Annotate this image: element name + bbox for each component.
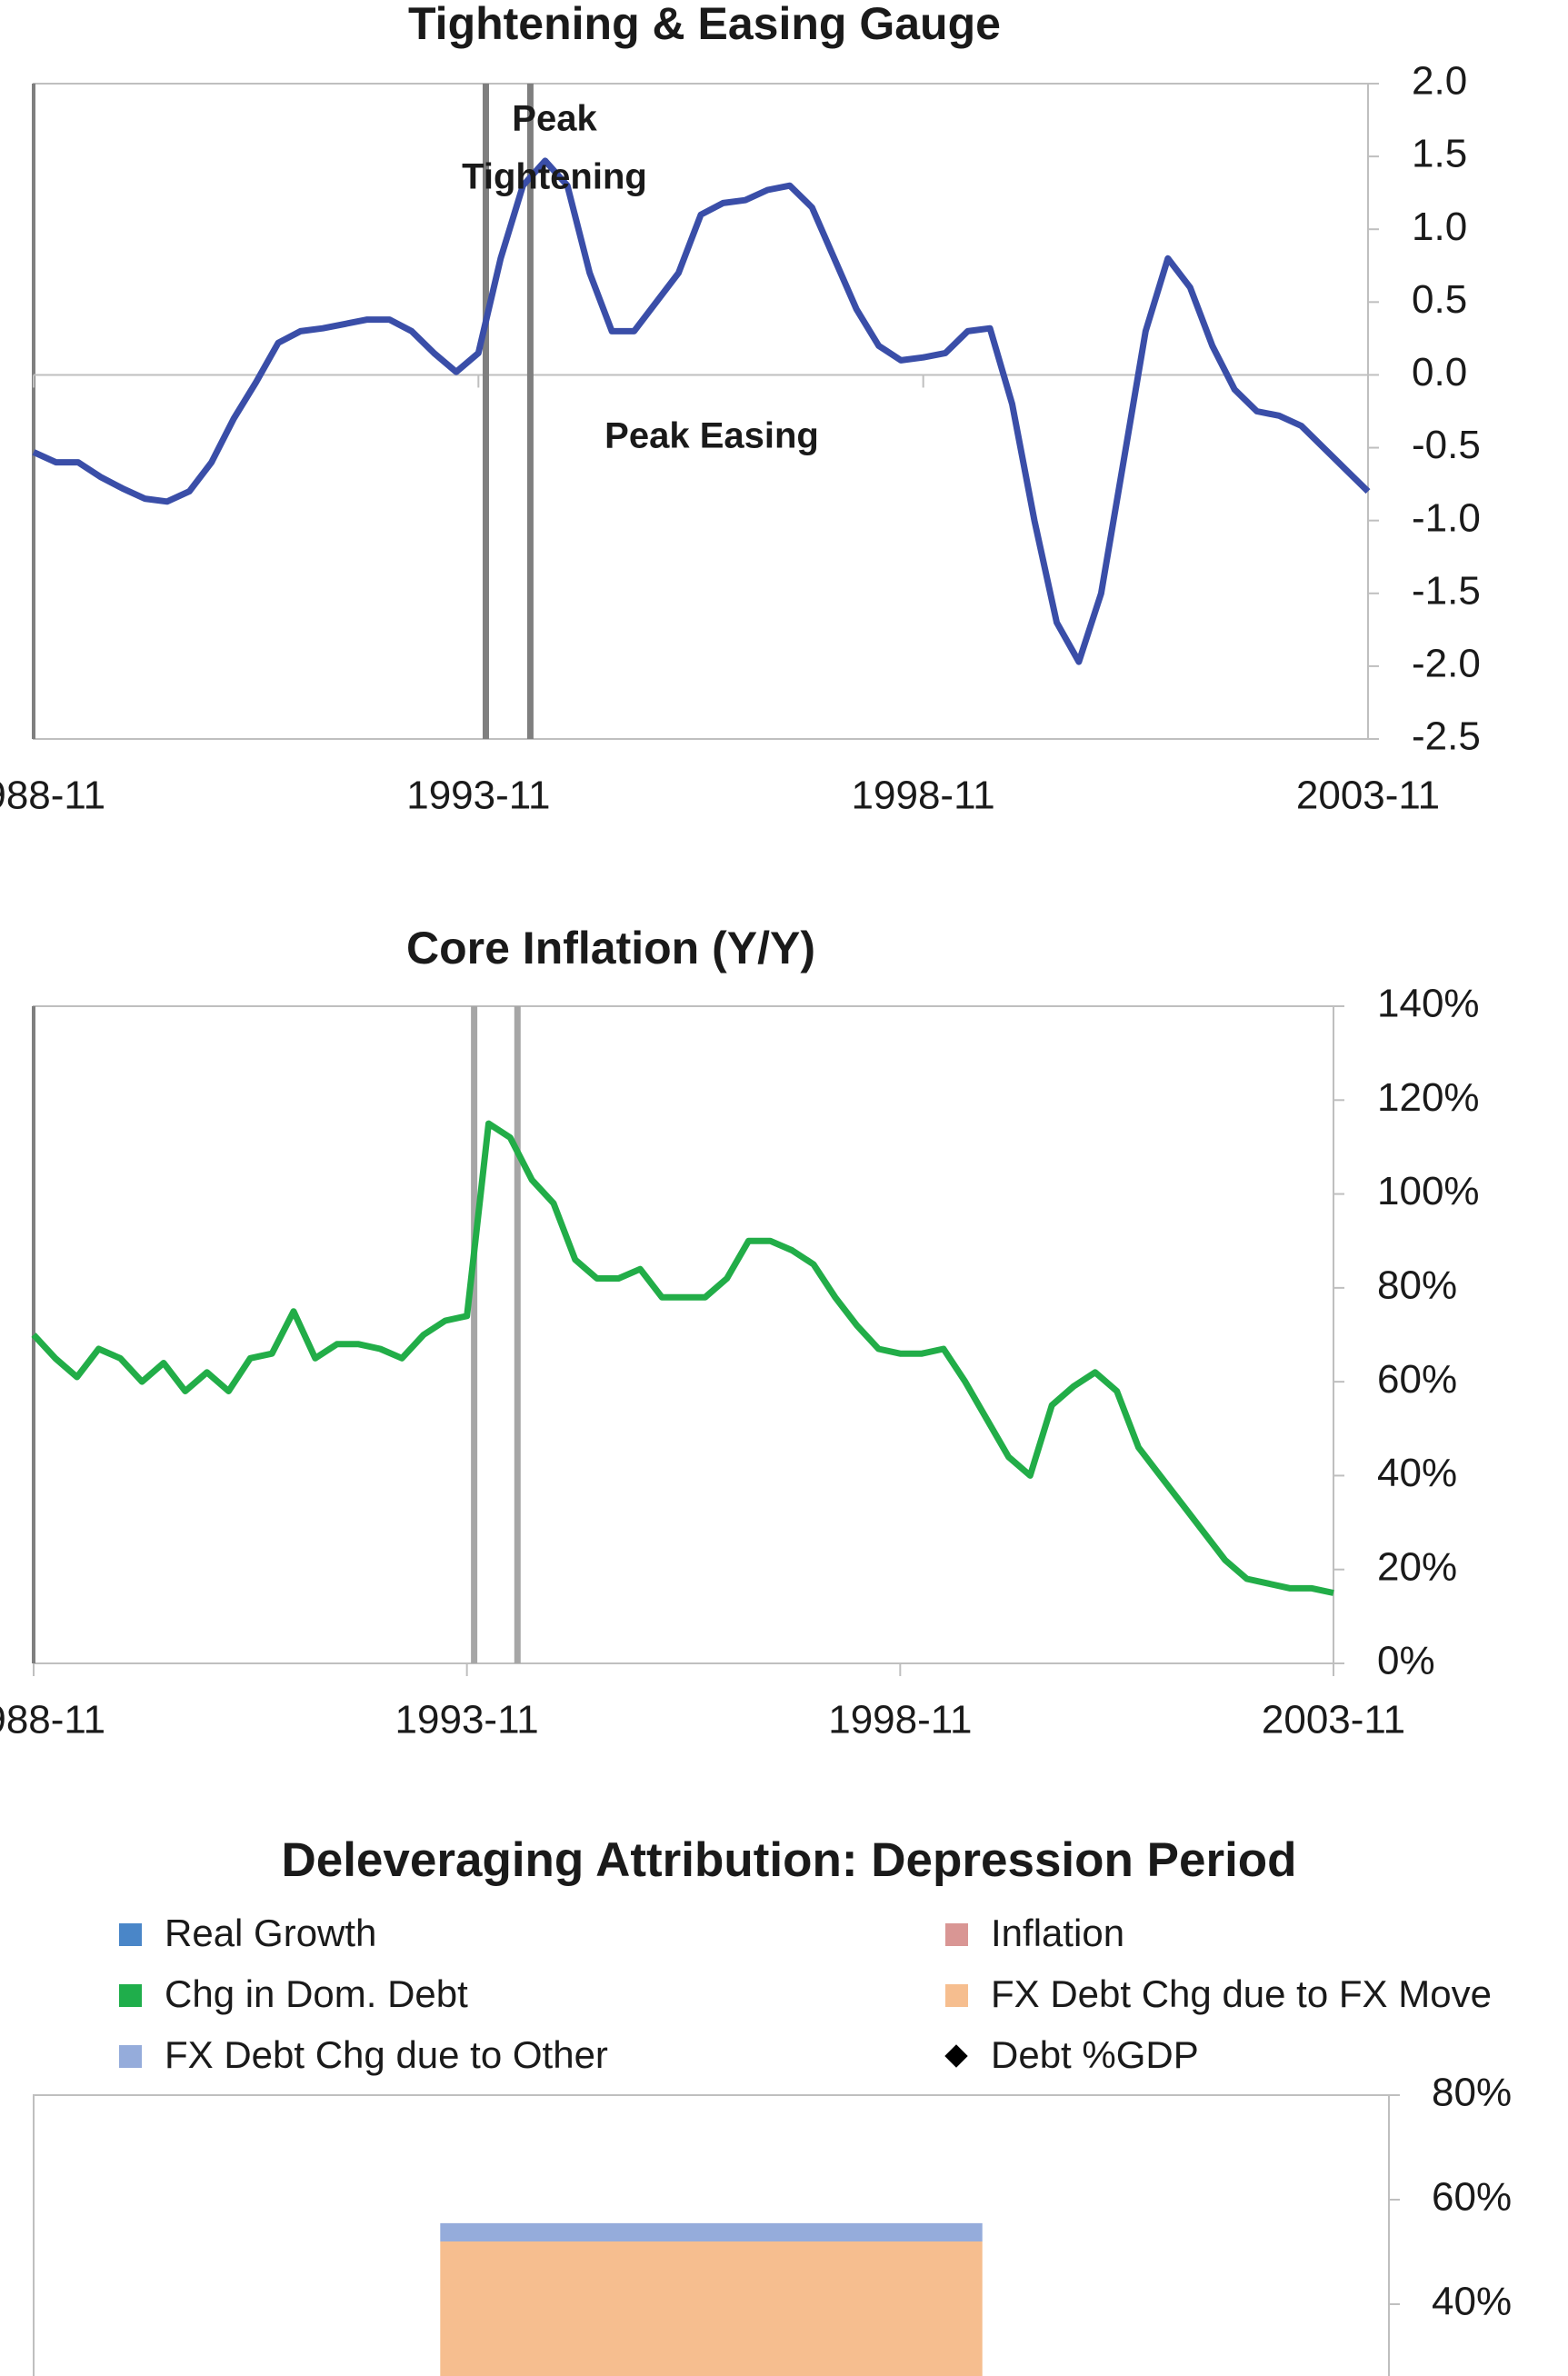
y-tick-label: -2.5 [1412, 714, 1481, 759]
x-tick-label: 1993-11 [395, 1698, 539, 1742]
legend-swatch [945, 1984, 968, 2007]
x-tick-label: 1993-11 [406, 774, 550, 818]
legend-label: Debt %GDP [991, 2033, 1199, 2076]
legend-label: FX Debt Chg due to Other [165, 2033, 608, 2076]
y-tick-label: 0.0 [1412, 350, 1467, 394]
x-tick-label: 2003-11 [1262, 1698, 1405, 1742]
plot-frame [33, 83, 1369, 740]
y-tick-label: 40% [1432, 2280, 1512, 2324]
y-tick-label: -0.5 [1412, 423, 1481, 467]
legend-marker [944, 2044, 968, 2068]
y-tick-label: 120% [1377, 1075, 1480, 1120]
data-line [32, 157, 1371, 665]
x-tick-label: 1988-11 [0, 1698, 105, 1742]
y-tick-label: 2.0 [1412, 59, 1467, 104]
legend-label: Inflation [991, 1912, 1124, 1954]
legend-swatch [119, 1984, 142, 2007]
chart-title: Tightening & Easing Gauge [408, 0, 1001, 49]
y-tick-label: 0% [1377, 1639, 1435, 1683]
legend-label: Real Growth [165, 1912, 376, 1954]
legend-label: FX Debt Chg due to FX Move [991, 1972, 1492, 2015]
y-tick-label: 60% [1377, 1357, 1457, 1402]
chart-title: Core Inflation (Y/Y) [406, 923, 815, 973]
y-tick-label: 100% [1377, 1169, 1480, 1213]
annotation: Tightening [462, 157, 647, 197]
x-tick-label: 1998-11 [828, 1698, 972, 1742]
annotation: Peak Easing [604, 416, 819, 456]
annotation: Peak [512, 99, 597, 139]
y-tick-label: 1.5 [1412, 132, 1467, 176]
chart-title: Deleveraging Attribution: Depression Per… [281, 1833, 1296, 1887]
plot-frame [33, 1005, 1334, 1664]
data-line [31, 1120, 1334, 1596]
y-tick-label: 80% [1432, 2071, 1512, 2115]
x-tick-label: 1988-11 [0, 774, 105, 818]
bar-segment [440, 2222, 983, 2241]
bar-segment [440, 2241, 983, 2376]
y-tick-label: 60% [1432, 2175, 1512, 2220]
y-tick-label: -1.0 [1412, 495, 1481, 540]
y-tick-label: 140% [1377, 982, 1480, 1026]
y-tick-label: 80% [1377, 1263, 1457, 1307]
legend-swatch [945, 1923, 968, 1946]
y-tick-label: 20% [1377, 1544, 1457, 1589]
y-tick-label: 0.5 [1412, 277, 1467, 322]
x-tick-label: 2003-11 [1296, 774, 1440, 818]
y-tick-label: 40% [1377, 1451, 1457, 1495]
legend-swatch [119, 1923, 142, 1946]
y-tick-label: -1.5 [1412, 568, 1481, 613]
legend-label: Chg in Dom. Debt [165, 1972, 468, 2015]
x-tick-label: 1998-11 [852, 774, 995, 818]
legend-swatch [119, 2045, 142, 2068]
y-tick-label: 1.0 [1412, 205, 1467, 249]
y-tick-label: -2.0 [1412, 642, 1481, 686]
